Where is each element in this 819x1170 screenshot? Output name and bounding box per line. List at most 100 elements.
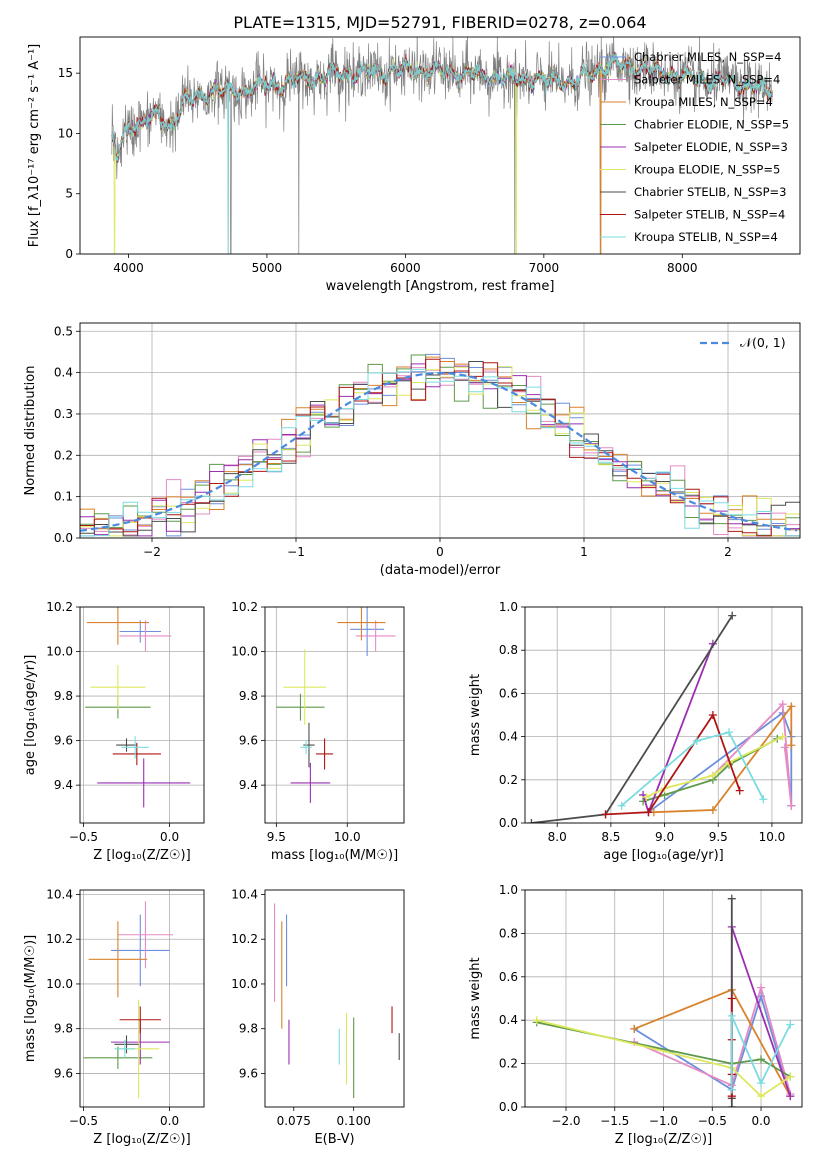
plot-area [80,353,800,538]
x-tick-label: −0.5 [69,830,98,844]
x-tick-label: 0.100 [336,1114,370,1128]
y-tick-label: 10.0 [231,977,258,991]
histogram-kroupa-stelib [80,368,800,538]
x-axis-label: E(B-V) [314,1132,354,1147]
weight-marker [759,795,768,804]
x-tick-label: −0.5 [69,1114,98,1128]
weight-marker [727,1011,736,1020]
legend-entry: Salpeter MILES, N_SSP=4 [634,73,780,87]
gaussian-curve [80,372,798,532]
weight-marker [727,1085,736,1094]
y-tick-label: 9.6 [54,1066,73,1080]
plot-area [527,611,796,823]
y-tick-label: 10.2 [231,600,258,614]
x-tick-label: 8000 [667,261,698,275]
y-tick-label: 15 [58,66,73,80]
weight-marker [778,732,787,741]
panel-age_vs_Z: −0.5 0.0 9.4 9.6 9.8 10.0 10.2 Z [log₁₀(Z/Z☉)] a… [23,600,205,863]
y-axis-label: age [log₁₀(age/yr)] [23,655,38,776]
weight-marker [527,819,536,823]
x-tick-label: 9.0 [655,830,674,844]
x-axis-label: age [log₁₀(age/yr)] [603,848,724,863]
weight-marker [787,801,796,810]
plot-area [85,607,191,808]
x-axis-label: Z [log₁₀(Z/Z☉)] [615,1132,712,1147]
weight-marker [708,711,717,719]
y-tick-label: 0.4 [499,730,518,744]
y-tick-label: 10.0 [46,977,73,991]
y-tick-label: 0.0 [499,1100,518,1114]
weight-line-chabrier-elodie [536,1021,791,1078]
weight-marker [757,983,766,992]
weight-line-salpeter-miles [633,984,792,1095]
x-tick-label: 6000 [390,261,421,275]
y-tick-label: 0 [65,247,73,261]
y-tick-label: 10.0 [231,645,258,659]
y-tick-label: 0.3 [54,407,73,421]
weight-marker [644,808,653,817]
weight-line-kroupa-miles [653,703,793,814]
x-axis-label: mass [log₁₀(M/M☉)] [271,848,398,863]
weight-line-kroupa-stelib [621,731,765,807]
y-tick-label: 0.0 [499,816,518,830]
histogram-chabrier-stelib [80,361,800,538]
y-tick-label: 10.2 [46,600,73,614]
axes-frame [79,606,205,824]
y-tick-label: 0.2 [499,1057,518,1071]
y-axis-label: Normed distribution [23,366,38,496]
weight-marker [642,793,651,802]
plot-area [111,37,773,254]
x-tick-label: 7000 [529,261,560,275]
legend-entry: Kroupa ELODIE, N_SSP=5 [634,163,780,177]
y-axis-label: mass weight [468,957,483,1039]
y-tick-label: 1.0 [499,883,518,897]
weight-marker [601,810,610,819]
axes-frame [524,606,803,824]
y-tick-label: 10 [58,126,73,140]
legend-entry: Salpeter STELIB, N_SSP=4 [634,208,785,222]
x-tick-label: −2 [143,545,161,559]
y-axis-label: mass weight [468,674,483,756]
y-tick-label: 0.0 [54,531,73,545]
x-tick-label: 1 [580,545,588,559]
plot-area [274,903,400,1099]
x-axis-label: Z [log₁₀(Z/Z☉)] [93,1132,190,1147]
panel-residuals: −2 −1 0 1 2 0.0 0.1 0.2 0.3 0.4 0.5 (data-model)/er… [23,322,801,578]
x-tick-label: 0.0 [160,1114,179,1128]
x-tick-label: 4000 [113,261,144,275]
x-tick-label: 8.0 [548,830,567,844]
weight-marker [786,1092,795,1101]
y-tick-label: 0.8 [499,926,518,940]
panel-weight_vs_Z: −2.0 −1.5 −1.0 −0.5 0.0 0.0 0.2 0.4 0.6 0.8 1.0 Z [… [468,883,803,1147]
weight-marker [727,994,736,1003]
x-axis-label: Z [log₁₀(Z/Z☉)] [93,848,190,863]
x-axis-label: (data-model)/error [380,563,501,578]
y-tick-label: 10.2 [231,932,258,946]
y-tick-label: 0.2 [54,448,73,462]
x-tick-label: 8.5 [601,830,620,844]
weight-line-salpeter-elodie [642,643,714,815]
plot-area [276,607,396,803]
panel-weight_vs_age: 8.0 8.5 9.0 9.5 10.0 0.0 0.2 0.4 0.6 0.8 1.0 age [l… [468,600,803,863]
y-tick-label: 0.2 [499,773,518,787]
x-tick-label: 5000 [252,261,283,275]
legend-entry: 𝒩(0, 1) [740,335,786,350]
weight-marker [780,743,789,752]
x-tick-label: 10.0 [759,830,786,844]
histogram-salpeter-stelib [80,358,800,538]
weight-line-kroupa-stelib [730,1015,792,1090]
plot-area [532,894,795,1107]
weight-marker [787,702,796,711]
y-tick-label: 9.4 [54,778,73,792]
weight-line-kroupa-elodie [536,1019,791,1098]
y-tick-label: 10.2 [46,932,73,946]
legend-entry: Kroupa MILES, N_SSP=4 [634,95,773,109]
panel-mass_vs_Z: −0.5 0.0 9.6 9.8 10.0 10.2 10.4 Z [log₁₀(Z/Z☉)]… [23,887,205,1147]
y-axis-label: Flux [f_λ10⁻¹⁷ erg cm⁻² s⁻¹ A⁻¹] [27,44,42,248]
x-tick-label: 9.5 [267,830,286,844]
y-tick-label: 9.8 [239,1022,258,1036]
weight-marker [630,1024,639,1033]
legend-entry: Chabrier MILES, N_SSP=4 [634,50,781,64]
x-tick-label: 0.075 [277,1114,311,1128]
